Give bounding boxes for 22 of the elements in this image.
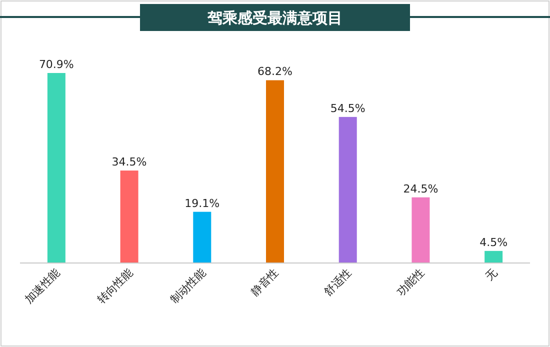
bar — [266, 80, 284, 263]
x-tick-label: 制动性能 — [168, 266, 208, 306]
data-label: 34.5% — [112, 156, 147, 169]
bar — [47, 73, 66, 263]
x-tick-label: 转向性能 — [95, 266, 136, 306]
chart-title: 驾乘感受最满意项目 — [206, 9, 342, 27]
x-tick-label: 功能性 — [394, 266, 427, 298]
bar — [412, 197, 430, 263]
x-tick-label: 舒适性 — [321, 266, 354, 298]
x-tick-label: 无 — [482, 266, 500, 283]
data-label: 70.9% — [38, 58, 74, 71]
data-label: 68.2% — [258, 65, 292, 78]
bar — [338, 116, 357, 263]
bar — [484, 250, 503, 263]
data-label: 24.5% — [403, 182, 438, 196]
data-label: 54.5% — [330, 102, 366, 115]
bar — [193, 212, 212, 263]
x-tick-label: 加速性能 — [22, 266, 63, 306]
data-label: 19.1% — [184, 196, 220, 210]
data-label: 4.5% — [480, 236, 508, 249]
x-tick-label: 静音性 — [248, 266, 282, 298]
bar — [120, 170, 138, 263]
